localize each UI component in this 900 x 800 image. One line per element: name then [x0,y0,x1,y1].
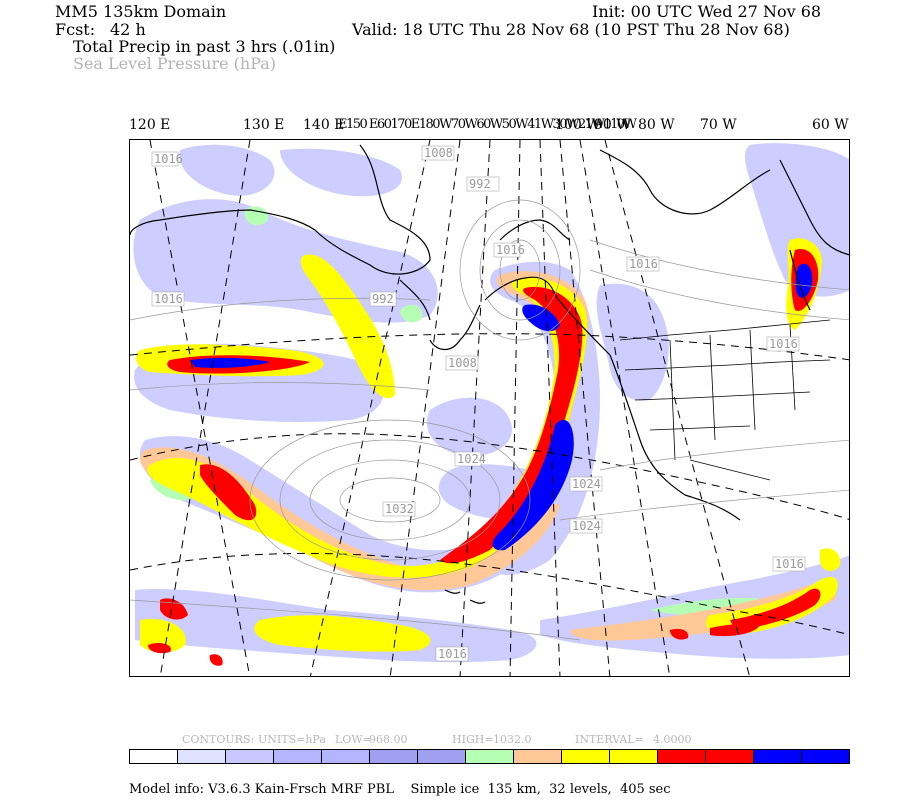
pressure-label: 1016 [151,291,185,307]
lon-label-70w: 70 W [700,117,737,133]
lon-label-80w: 80 W [638,117,675,133]
legend-swatch [322,750,370,763]
forecast-label: Fcst: [55,20,96,39]
pressure-label: 992 [466,176,500,192]
model-info: Model info: V3.6.3 Kain-Frsch MRF PBL Si… [129,782,671,797]
field-slp-title: Sea Level Pressure (hPa) [73,54,277,73]
pressure-label: 1016 [493,242,525,258]
forecast-hour: 42 h [110,20,146,39]
legend-swatch [130,750,178,763]
pressure-label-text: 1016 [438,647,467,661]
pressure-label: 1016 [435,646,469,662]
contour-info-units: UNITS=hPa [258,733,326,746]
legend-swatch [706,750,754,763]
field-precip-title: Total Precip in past 3 hrs (.01in) [73,37,336,56]
pressure-label-text: 1016 [775,557,804,571]
pressure-label-text: 1024 [572,519,601,533]
contour-info-high-label: HIGH= [452,733,494,746]
legend-swatch [370,750,418,763]
pressure-label: 1016 [151,151,183,167]
pressure-label-text: 1024 [572,477,601,491]
legend-swatch [226,750,274,763]
lon-label-60w: 60 W [812,117,849,133]
lon-label-90w: 90 W [594,117,631,133]
pressure-label: 992 [369,291,397,307]
map-canvas: 1016 1008 992 1016 1016 1016 992 1008 10… [130,140,849,676]
pressure-label-text: 1016 [154,292,183,306]
lon-label-130e: 130 E [243,117,285,133]
pressure-label: 1032 [382,501,416,517]
coastlines [130,144,849,604]
forecast-map: 1016 1008 992 1016 1016 1016 992 1008 10… [129,139,850,677]
pressure-label: 1024 [569,518,603,534]
pressure-label: 1016 [766,336,800,352]
legend-swatch [754,750,802,763]
pressure-label-text: 1008 [448,356,477,370]
pressure-label: 1016 [626,256,660,272]
legend-swatch [610,750,658,763]
pressure-label-text: 1024 [457,452,486,466]
legend-swatch [466,750,514,763]
precip-light-areas [133,143,849,663]
pressure-label: 1008 [421,145,455,161]
pressure-label-text: 1016 [769,337,798,351]
contour-info-interval-value: 4.0000 [653,733,692,746]
legend-swatch [274,750,322,763]
pressure-label-text: 1032 [385,502,414,516]
init-time: Init: 00 UTC Wed 27 Nov 68 [592,2,822,21]
pressure-labels: 1016 1008 992 1016 1016 1016 992 1008 10… [151,145,806,662]
lon-label-140e: 140 E [303,117,345,133]
lon-label-100w: 100 W [555,117,601,133]
legend-swatch [802,750,849,763]
contour-info-low-label: LOW= [335,733,372,746]
precip-blue-areas [190,263,813,551]
contour-info-low-value: 968.00 [369,733,408,746]
pressure-label: 1008 [445,355,479,371]
valid-time: Valid: 18 UTC Thu 28 Nov 68 (10 PST Thu … [352,20,790,39]
pressure-label-text: 1016 [154,152,183,166]
legend-swatch [658,750,706,763]
precip-color-legend [129,749,850,764]
lon-label-cluster: E150 E60170E180W70W60W50W41W30W21W110W [338,117,637,132]
lon-label-120e: 120 E [129,117,171,133]
legend-swatch [514,750,562,763]
pressure-label-text: 1016 [496,243,525,257]
pressure-label-text: 1008 [424,146,453,160]
pressure-label: 1024 [569,476,603,492]
contour-info-interval-label: INTERVAL= [575,733,644,746]
lat-lon-grid [130,140,849,676]
pressure-label: 1024 [454,451,486,467]
legend-swatch [562,750,610,763]
state-borders [619,319,831,481]
legend-swatch [178,750,226,763]
contour-info-high-value: 1032.0 [493,733,532,746]
contour-info-label: CONTOURS: [182,733,255,746]
pressure-label: 1016 [772,556,806,572]
pressure-label-text: 1016 [629,257,658,271]
domain-title: MM5 135km Domain [55,2,227,21]
pressure-label-text: 992 [469,177,491,191]
pressure-label-text: 992 [372,292,394,306]
legend-swatch [418,750,466,763]
